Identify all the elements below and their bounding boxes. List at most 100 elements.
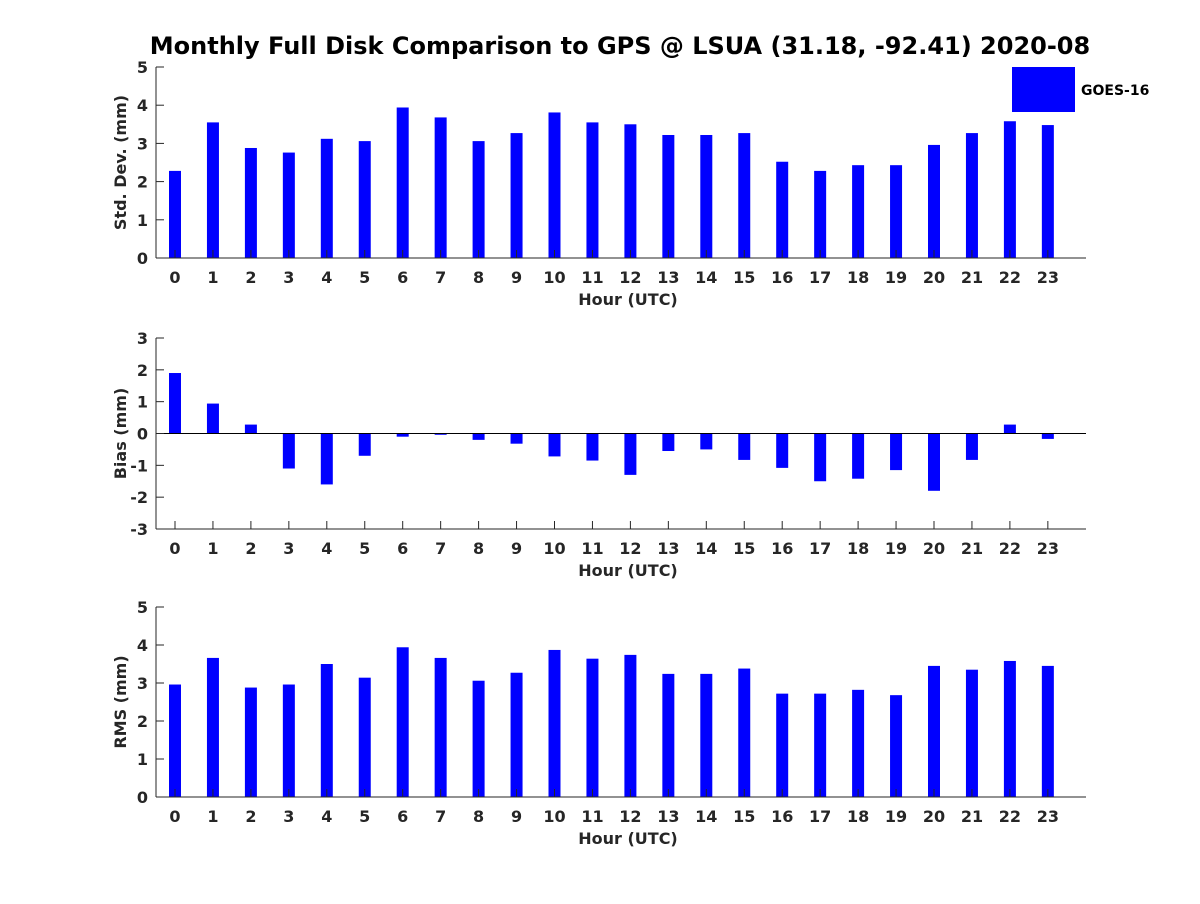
y-tick-label-panel1: 1 xyxy=(137,211,148,230)
bar-panel3-hour-1 xyxy=(206,657,219,797)
x-tick-label-panel3: 20 xyxy=(923,807,945,826)
bar-panel1-hour-20 xyxy=(928,144,940,258)
bar-panel3-hour-8 xyxy=(472,680,485,797)
x-tick-label-panel1: 1 xyxy=(207,268,218,287)
bar-panel3-hour-21 xyxy=(965,669,978,797)
bar-panel1-hour-15 xyxy=(738,133,751,258)
x-tick-label-panel1: 3 xyxy=(283,268,294,287)
bar-panel2-hour-12 xyxy=(624,433,637,475)
bar-panel2-hour-15 xyxy=(738,433,751,460)
bar-panel2-hour-6 xyxy=(396,433,409,437)
chart-title: Monthly Full Disk Comparison to GPS @ LS… xyxy=(150,32,1090,60)
bar-panel2-hour-18 xyxy=(852,433,865,479)
y-tick-label-panel2: 2 xyxy=(137,361,148,380)
bar-panel2-hour-20 xyxy=(928,433,940,491)
bar-panel3-hour-10 xyxy=(548,649,561,797)
y-tick-label-panel2: -3 xyxy=(130,520,148,539)
y-tick-label-panel2: -2 xyxy=(130,488,148,507)
x-tick-label-panel1: 17 xyxy=(809,268,831,287)
x-tick-label-panel2: 0 xyxy=(169,539,180,558)
bar-panel2-hour-14 xyxy=(700,433,713,450)
bar-panel3-hour-16 xyxy=(776,693,789,797)
x-tick-label-panel1: 23 xyxy=(1037,268,1059,287)
y-tick-label-panel1: 5 xyxy=(137,58,148,77)
bar-panel3-hour-22 xyxy=(1003,660,1016,797)
bar-panel1-hour-19 xyxy=(890,165,903,258)
legend-label-goes-16: GOES-16 xyxy=(1081,83,1149,99)
y-tick-label-panel3: 2 xyxy=(137,712,148,731)
x-tick-label-panel3: 0 xyxy=(169,807,180,826)
y-tick-label-panel1: 3 xyxy=(137,134,148,153)
bar-panel3-hour-9 xyxy=(510,672,523,797)
bar-panel2-hour-1 xyxy=(206,403,219,434)
x-tick-label-panel3: 16 xyxy=(771,807,793,826)
bar-panel2-hour-16 xyxy=(776,433,789,468)
bar-panel3-hour-23 xyxy=(1041,665,1054,797)
x-tick-label-panel3: 14 xyxy=(695,807,717,826)
x-tick-label-panel1: 21 xyxy=(961,268,983,287)
bar-panel3-hour-2 xyxy=(244,687,257,797)
x-tick-label-panel2: 17 xyxy=(809,539,831,558)
bar-panel3-hour-3 xyxy=(282,684,295,797)
x-tick-label-panel2: 4 xyxy=(321,539,332,558)
y-tick-label-panel2: 0 xyxy=(137,425,148,444)
x-tick-label-panel1: 6 xyxy=(397,268,408,287)
x-tick-label-panel2: 9 xyxy=(511,539,522,558)
x-tick-label-panel1: 8 xyxy=(473,268,484,287)
y-tick-label-panel3: 3 xyxy=(137,674,148,693)
x-tick-label-panel2: 5 xyxy=(359,539,370,558)
x-axis-label-panel2: Hour (UTC) xyxy=(578,561,678,580)
x-tick-label-panel1: 15 xyxy=(733,268,755,287)
x-tick-label-panel2: 6 xyxy=(397,539,408,558)
x-tick-label-panel2: 18 xyxy=(847,539,869,558)
x-tick-label-panel3: 4 xyxy=(321,807,332,826)
legend: GOES-16 xyxy=(1012,67,1149,112)
bar-panel1-hour-0 xyxy=(169,170,181,258)
y-axis-label-panel1: Std. Dev. (mm) xyxy=(111,95,130,230)
x-tick-label-panel3: 5 xyxy=(359,807,370,826)
x-tick-label-panel2: 3 xyxy=(283,539,294,558)
x-tick-label-panel3: 18 xyxy=(847,807,869,826)
x-tick-label-panel1: 14 xyxy=(695,268,717,287)
x-tick-label-panel2: 20 xyxy=(923,539,945,558)
x-tick-label-panel3: 19 xyxy=(885,807,907,826)
bar-panel3-hour-4 xyxy=(320,664,333,797)
x-tick-label-panel1: 19 xyxy=(885,268,907,287)
y-tick-label-panel2: -1 xyxy=(130,456,148,475)
bar-panel3-hour-7 xyxy=(434,657,447,797)
bar-panel2-hour-3 xyxy=(282,433,295,469)
x-tick-label-panel3: 15 xyxy=(733,807,755,826)
x-tick-label-panel3: 9 xyxy=(511,807,522,826)
bar-panel2-hour-9 xyxy=(510,433,523,444)
bar-panel3-hour-5 xyxy=(358,677,371,797)
bar-panel2-hour-19 xyxy=(890,433,903,471)
bar-panel2-hour-22 xyxy=(1003,424,1016,434)
x-tick-label-panel1: 11 xyxy=(581,268,603,287)
x-tick-label-panel1: 5 xyxy=(359,268,370,287)
y-tick-label-panel1: 2 xyxy=(137,173,148,192)
bar-panel3-hour-11 xyxy=(586,658,599,797)
bar-panel2-hour-2 xyxy=(244,424,257,434)
bar-panel1-hour-21 xyxy=(965,133,978,258)
bar-panel2-hour-21 xyxy=(965,433,978,460)
bar-panel1-hour-17 xyxy=(814,170,827,258)
x-tick-label-panel3: 2 xyxy=(245,807,256,826)
bar-panel1-hour-4 xyxy=(320,138,333,258)
x-tick-label-panel1: 18 xyxy=(847,268,869,287)
x-tick-label-panel3: 17 xyxy=(809,807,831,826)
bar-panel3-hour-14 xyxy=(700,673,713,797)
bar-panel3-hour-6 xyxy=(396,647,409,797)
bar-panel3-hour-0 xyxy=(169,684,181,797)
bar-panel1-hour-10 xyxy=(548,112,561,258)
bar-panel3-hour-17 xyxy=(814,693,827,797)
x-tick-label-panel2: 22 xyxy=(999,539,1021,558)
bar-panel1-hour-5 xyxy=(358,141,371,258)
x-tick-label-panel2: 2 xyxy=(245,539,256,558)
bar-panel2-hour-4 xyxy=(320,433,333,485)
bar-panel2-hour-11 xyxy=(586,433,599,461)
y-tick-label-panel2: 1 xyxy=(137,393,148,412)
x-tick-label-panel2: 10 xyxy=(543,539,565,558)
